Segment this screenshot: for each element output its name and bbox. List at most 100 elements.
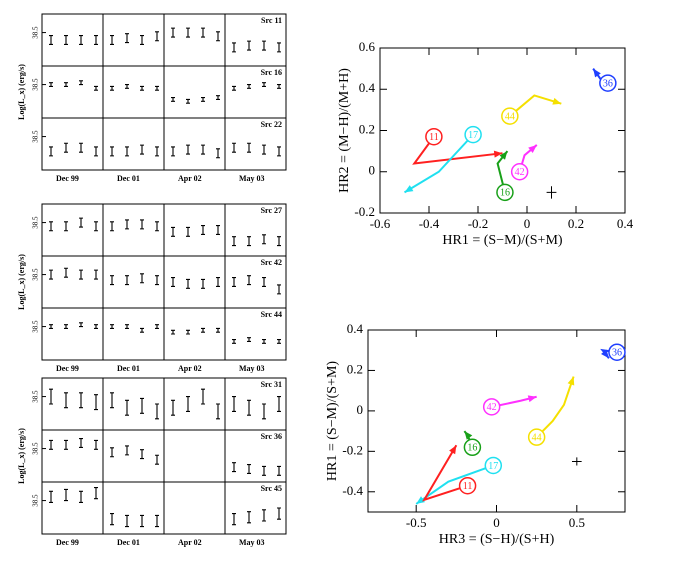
x-axis-label: HR3 = (S−H)/(S+H): [439, 532, 555, 547]
error-bar: [79, 34, 83, 46]
arrowhead: [416, 496, 425, 504]
error-bar: [247, 511, 251, 524]
source-circle: [599, 74, 617, 92]
error-bar: [110, 392, 114, 409]
error-bar: [232, 339, 236, 344]
source-label: 42: [515, 167, 525, 178]
y-axis-label: Log(L_x) (erg/s): [17, 428, 26, 484]
error-bar: [94, 324, 98, 329]
y-tick-label: 0: [369, 163, 376, 178]
error-bar: [49, 324, 53, 329]
error-bar: [64, 34, 68, 46]
error-bar: [49, 490, 53, 503]
error-bar: [110, 324, 114, 329]
error-bar: [171, 146, 175, 157]
error-bar: [140, 327, 144, 333]
source-label: Src 22: [261, 120, 282, 129]
error-bar: [201, 224, 205, 236]
x-tick-label: Apr 02: [178, 174, 202, 183]
error-bar: [140, 397, 144, 414]
plot-frame: [367, 329, 626, 513]
error-bar: [216, 95, 220, 100]
arrowhead: [593, 68, 601, 78]
error-bar: [216, 403, 220, 420]
x-tick-label: -0.4: [419, 216, 440, 231]
y-tick-label: -0.4: [342, 483, 363, 498]
x-tick-label: 0: [524, 216, 531, 231]
error-bar: [186, 27, 190, 38]
arrowhead: [493, 150, 503, 158]
error-bar: [79, 490, 83, 503]
track-line: [412, 136, 503, 165]
error-bar: [49, 82, 53, 87]
error-bar: [247, 337, 251, 342]
error-bar: [216, 276, 220, 288]
source-label: 36: [612, 348, 622, 359]
error-bar: [64, 439, 68, 450]
y-tick-label: 0.2: [359, 121, 375, 136]
error-bar: [64, 392, 68, 409]
source-label: Src 11: [261, 16, 282, 25]
error-bar: [262, 144, 266, 155]
error-bar: [94, 394, 98, 411]
source-circle: [496, 183, 514, 202]
error-bar: [140, 273, 144, 284]
error-bar: [155, 221, 159, 232]
error-bar: [186, 329, 190, 335]
error-bar: [155, 403, 159, 420]
source-label: 42: [487, 402, 497, 413]
y-tick-label: 38.5: [32, 78, 40, 91]
x-tick-label: -0.6: [370, 216, 391, 231]
error-bar: [216, 224, 220, 236]
source-label: 44: [505, 111, 515, 122]
error-bar: [94, 487, 98, 500]
error-bar: [79, 322, 83, 328]
error-cross: [571, 457, 582, 466]
error-bar: [186, 226, 190, 237]
x-tick-label: 0.4: [617, 216, 634, 231]
error-bar: [262, 82, 266, 87]
source-label: 11: [463, 481, 473, 492]
error-bar: [49, 34, 53, 46]
error-bar: [79, 80, 83, 86]
source-label: Src 27: [261, 206, 282, 215]
error-bar: [232, 462, 236, 473]
source-label: Src 36: [261, 432, 282, 441]
source-circle: [501, 107, 519, 125]
source-circle: [425, 127, 443, 146]
y-tick-label: 38.5: [32, 130, 40, 143]
y-axis-label: Log(L_x) (erg/s): [17, 254, 26, 310]
error-bar: [64, 142, 68, 153]
error-bar: [247, 236, 251, 247]
error-bar: [140, 144, 144, 155]
error-bar: [201, 27, 205, 38]
source-circle: [527, 428, 546, 446]
error-bar: [277, 396, 281, 412]
error-bar: [201, 388, 205, 405]
y-tick-label: -0.2: [354, 204, 375, 219]
y-tick-label: 38.5: [32, 320, 40, 333]
error-bar: [64, 82, 68, 87]
error-bar: [262, 403, 266, 420]
x-tick-label: Dec 01: [117, 174, 140, 183]
error-bar: [201, 144, 205, 155]
error-bar: [277, 84, 281, 89]
error-bar: [232, 276, 236, 288]
error-bar: [262, 40, 266, 51]
y-tick-label: 38.5: [32, 26, 40, 39]
error-bar: [277, 465, 281, 476]
source-label: Src 45: [261, 484, 282, 493]
y-axis-label: HR2 = (M−H)/(M+H): [337, 68, 352, 193]
source-circle: [510, 163, 529, 181]
error-bar: [247, 463, 251, 475]
error-bar: [277, 507, 281, 520]
x-tick-label: Dec 99: [56, 174, 79, 183]
error-bar: [171, 97, 175, 102]
error-bar: [171, 226, 175, 237]
error-bar: [110, 275, 114, 286]
track-line: [535, 376, 575, 438]
source-label: 11: [429, 132, 439, 143]
x-tick-label: -0.2: [468, 216, 489, 231]
arrowhead: [404, 185, 414, 193]
error-bar: [155, 514, 159, 528]
